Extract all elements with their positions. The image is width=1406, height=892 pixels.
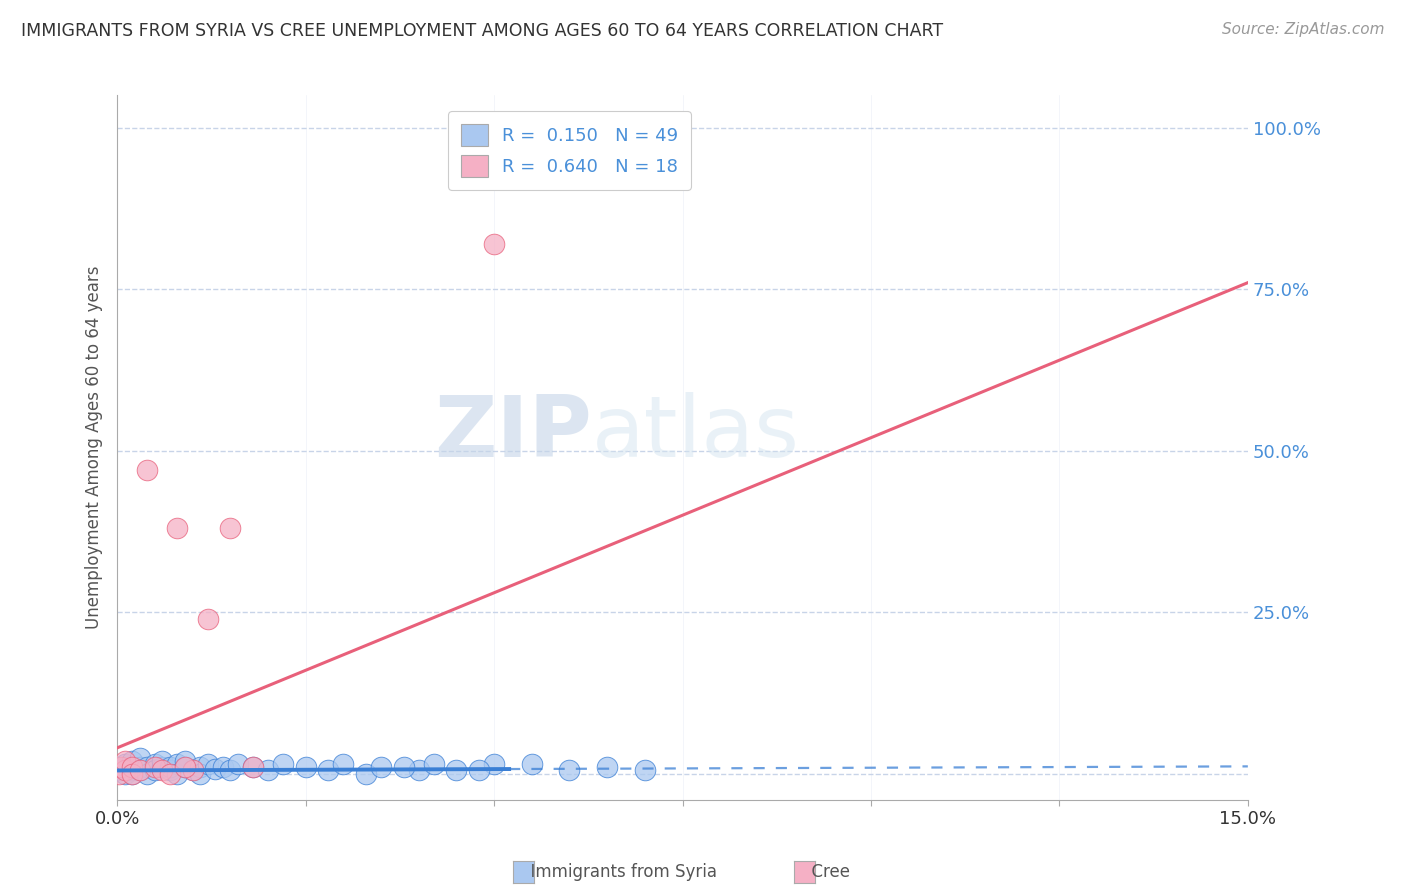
Point — [181, 764, 204, 778]
Point — [128, 760, 150, 774]
Point — [332, 756, 354, 771]
Point — [166, 766, 188, 780]
Point — [136, 766, 159, 780]
Point — [110, 760, 132, 774]
Point — [294, 760, 316, 774]
Point — [174, 754, 197, 768]
Point — [152, 760, 174, 774]
Point — [423, 756, 446, 771]
Point — [242, 760, 264, 774]
Point — [634, 764, 657, 778]
Point — [114, 766, 136, 780]
Point — [143, 764, 166, 778]
Text: atlas: atlas — [592, 392, 800, 475]
Point — [128, 764, 150, 778]
Point — [482, 756, 505, 771]
Point — [468, 764, 491, 778]
Point — [197, 756, 219, 771]
Point — [152, 764, 174, 778]
Text: Immigrants from Syria: Immigrants from Syria — [520, 863, 717, 881]
Point — [211, 760, 233, 774]
Point — [482, 236, 505, 251]
Point — [520, 756, 543, 771]
Y-axis label: Unemployment Among Ages 60 to 64 years: Unemployment Among Ages 60 to 64 years — [86, 266, 103, 629]
Point — [136, 760, 159, 774]
Point — [219, 764, 242, 778]
Point — [596, 760, 619, 774]
Point — [136, 463, 159, 477]
Point — [558, 764, 581, 778]
Text: IMMIGRANTS FROM SYRIA VS CREE UNEMPLOYMENT AMONG AGES 60 TO 64 YEARS CORRELATION: IMMIGRANTS FROM SYRIA VS CREE UNEMPLOYME… — [21, 22, 943, 40]
Point — [121, 766, 143, 780]
Point — [242, 760, 264, 774]
Point — [143, 756, 166, 771]
Point — [114, 760, 136, 774]
Point — [114, 756, 136, 771]
Point — [114, 754, 136, 768]
Point — [128, 750, 150, 764]
Legend: R =  0.150   N = 49, R =  0.640   N = 18: R = 0.150 N = 49, R = 0.640 N = 18 — [449, 112, 690, 190]
Point — [159, 760, 181, 774]
Point — [226, 756, 249, 771]
Point — [181, 764, 204, 778]
Point — [166, 756, 188, 771]
Point — [188, 760, 211, 774]
Point — [188, 766, 211, 780]
Point — [354, 766, 377, 780]
Point — [121, 754, 143, 768]
Point — [446, 764, 468, 778]
Point — [271, 756, 294, 771]
Point — [143, 760, 166, 774]
Point — [128, 764, 150, 778]
Point — [197, 612, 219, 626]
Point — [166, 521, 188, 535]
Point — [117, 762, 139, 776]
Point — [121, 760, 143, 774]
Point — [370, 760, 392, 774]
Text: Source: ZipAtlas.com: Source: ZipAtlas.com — [1222, 22, 1385, 37]
Point — [408, 764, 430, 778]
Point — [174, 760, 197, 774]
Point — [121, 764, 143, 778]
Point — [219, 521, 242, 535]
Point — [114, 764, 136, 778]
Point — [316, 764, 339, 778]
Text: ZIP: ZIP — [434, 392, 592, 475]
Point — [152, 754, 174, 768]
Point — [257, 764, 280, 778]
Point — [204, 762, 226, 776]
Point — [392, 760, 415, 774]
Point — [121, 766, 143, 780]
Point — [159, 764, 181, 778]
Text: Cree: Cree — [801, 863, 851, 881]
Point — [110, 764, 132, 778]
Point — [108, 766, 131, 780]
Point — [159, 766, 181, 780]
Point — [174, 760, 197, 774]
